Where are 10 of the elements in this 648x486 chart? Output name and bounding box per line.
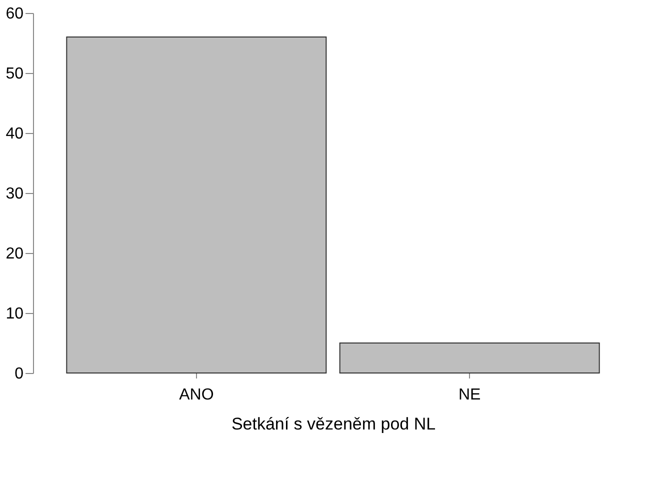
y-tick-label: 10 [6, 306, 24, 322]
x-tick-label: NE [458, 386, 481, 404]
y-tick-label: 0 [14, 366, 24, 382]
y-tick-label: 40 [6, 126, 24, 142]
y-tick-label: 30 [6, 186, 24, 202]
y-tick-label: 60 [6, 6, 24, 22]
x-tick-label: ANO [179, 386, 214, 404]
y-tick-label: 20 [6, 246, 24, 262]
x-axis-title: Setkání s vězeněm pod NL [231, 414, 436, 434]
y-tick-label: 50 [6, 66, 24, 82]
